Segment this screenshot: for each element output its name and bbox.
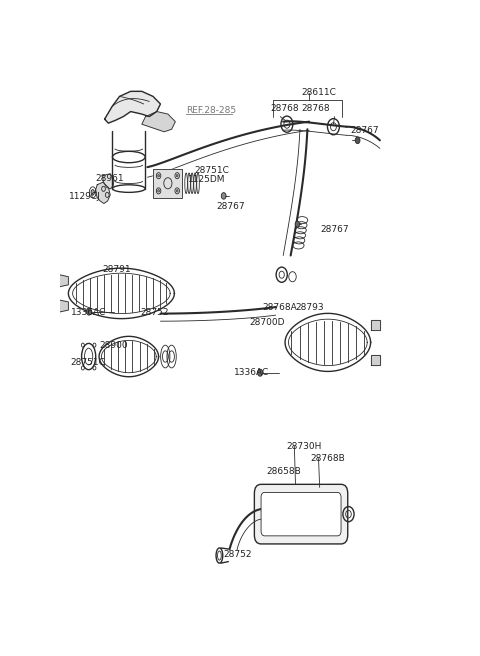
Text: 28900: 28900 bbox=[99, 341, 128, 350]
Polygon shape bbox=[371, 355, 380, 365]
Polygon shape bbox=[371, 320, 380, 330]
Text: 28961: 28961 bbox=[96, 174, 124, 183]
Ellipse shape bbox=[355, 137, 360, 144]
Ellipse shape bbox=[176, 190, 178, 192]
Polygon shape bbox=[103, 174, 114, 189]
Text: 28791: 28791 bbox=[103, 265, 132, 274]
Text: 28611C: 28611C bbox=[302, 89, 336, 97]
Text: 1336AC: 1336AC bbox=[71, 308, 107, 317]
Text: 28752: 28752 bbox=[224, 550, 252, 559]
Polygon shape bbox=[105, 91, 160, 123]
Text: 28751C: 28751C bbox=[71, 358, 105, 367]
Text: 28767: 28767 bbox=[216, 201, 245, 211]
Ellipse shape bbox=[221, 193, 226, 199]
FancyBboxPatch shape bbox=[254, 484, 348, 544]
Text: 28767: 28767 bbox=[350, 126, 379, 134]
Text: 28768B: 28768B bbox=[310, 454, 345, 463]
Ellipse shape bbox=[91, 190, 95, 195]
Text: 28752: 28752 bbox=[140, 308, 168, 317]
Text: 1125DM: 1125DM bbox=[188, 175, 226, 184]
Ellipse shape bbox=[157, 174, 159, 177]
Text: 28793: 28793 bbox=[295, 302, 324, 312]
Ellipse shape bbox=[86, 308, 92, 315]
Text: 1129CJ: 1129CJ bbox=[69, 192, 101, 201]
Bar bbox=[154, 169, 182, 198]
Text: 28751C: 28751C bbox=[194, 166, 229, 175]
Polygon shape bbox=[59, 300, 68, 312]
Text: 28658B: 28658B bbox=[266, 467, 301, 476]
Ellipse shape bbox=[258, 369, 263, 377]
Polygon shape bbox=[96, 182, 110, 203]
FancyBboxPatch shape bbox=[261, 493, 341, 536]
Text: 1336AC: 1336AC bbox=[234, 368, 269, 377]
Polygon shape bbox=[99, 337, 158, 377]
Text: 28730H: 28730H bbox=[286, 442, 322, 451]
Polygon shape bbox=[154, 169, 182, 198]
Ellipse shape bbox=[157, 190, 159, 192]
Polygon shape bbox=[59, 275, 68, 287]
Text: 28768: 28768 bbox=[270, 104, 299, 113]
Ellipse shape bbox=[176, 174, 178, 177]
Text: 28768: 28768 bbox=[301, 104, 330, 113]
Polygon shape bbox=[68, 268, 174, 319]
Text: 28768A: 28768A bbox=[263, 302, 298, 312]
Polygon shape bbox=[285, 314, 371, 371]
Text: 28700D: 28700D bbox=[249, 318, 285, 327]
Text: 28767: 28767 bbox=[321, 225, 349, 234]
Text: REF.28-285: REF.28-285 bbox=[186, 106, 237, 115]
Polygon shape bbox=[142, 112, 175, 132]
Ellipse shape bbox=[295, 221, 300, 227]
